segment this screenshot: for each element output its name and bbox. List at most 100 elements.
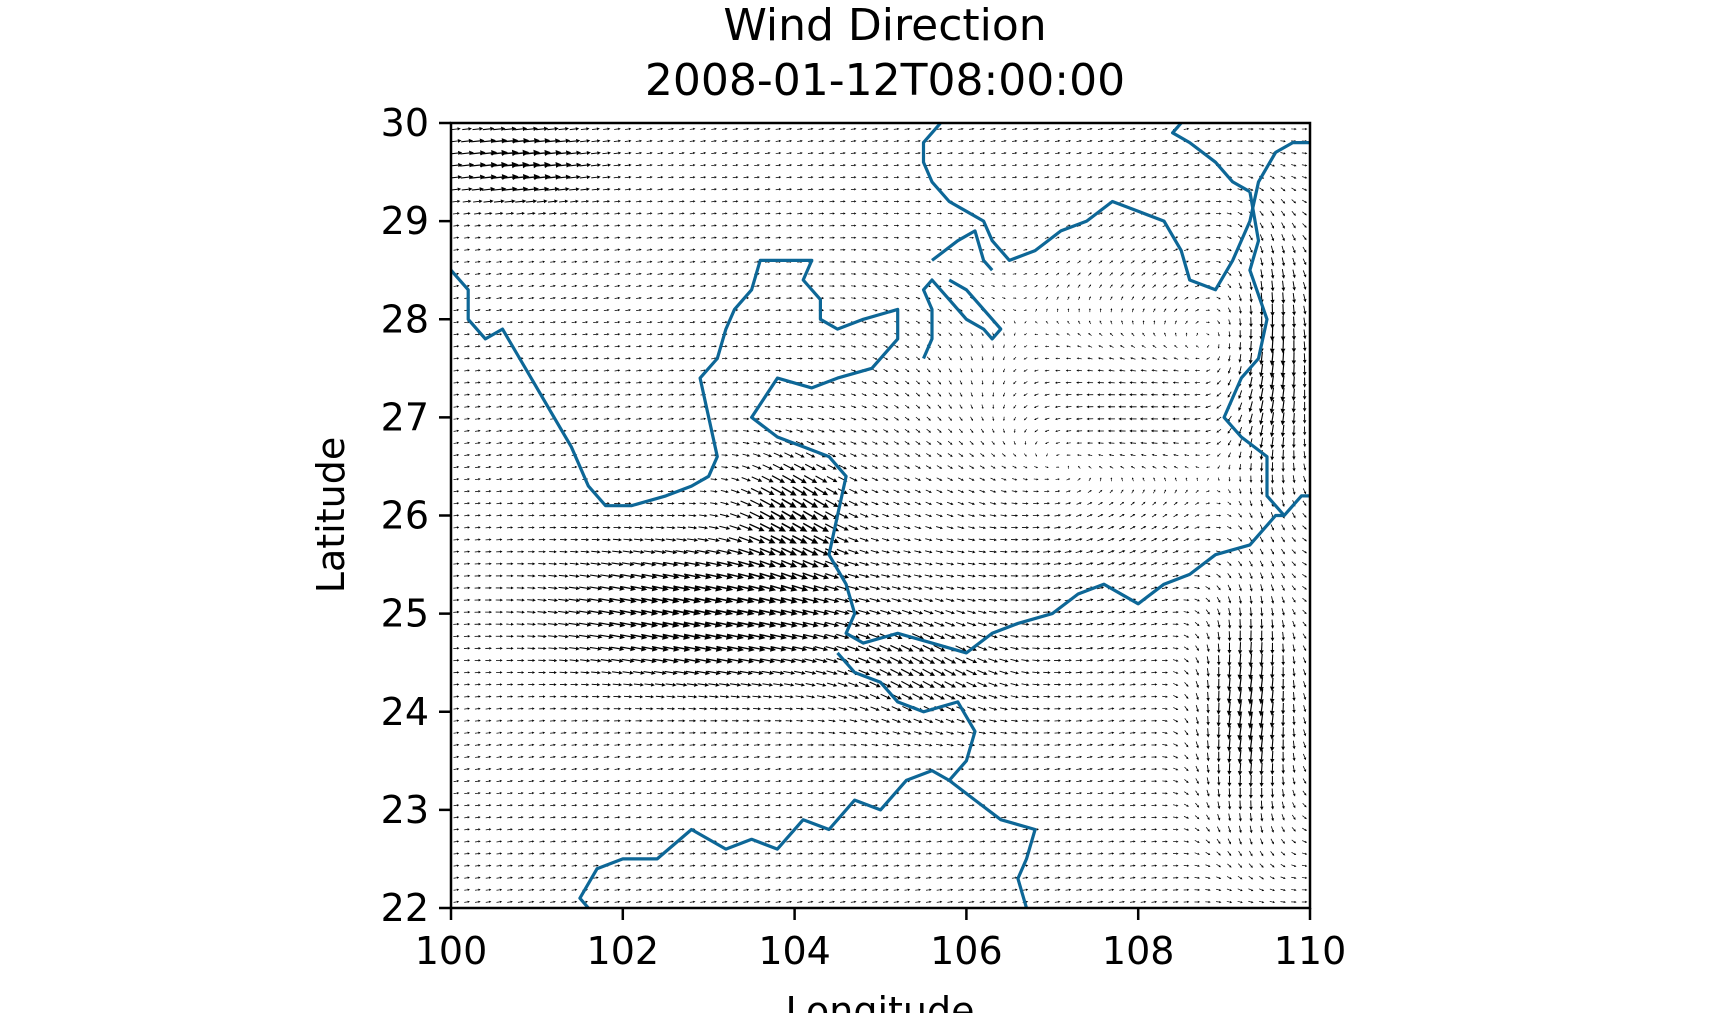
wind-arrow [1034,273,1038,276]
wind-arrow [1097,755,1104,759]
wind-arrow [1172,393,1180,397]
wind-arrow [1120,284,1124,288]
wind-arrow [806,695,816,699]
wind-arrow [582,333,589,336]
wind-arrow [1108,804,1115,807]
wind-arrow [1022,840,1029,843]
wind-arrow [759,498,776,508]
wind-arrow [1119,755,1125,759]
wind-arrow [990,852,997,855]
wind-arrow [582,755,589,759]
wind-arrow [1292,765,1296,773]
wind-arrow [453,634,460,638]
wind-arrow [646,755,653,759]
wind-arrow [1152,501,1157,506]
wind-arrow [1151,779,1158,783]
wind-arrow [1109,224,1114,227]
wind-arrow [711,816,717,819]
wind-arrow [764,308,771,312]
wind-arrow [1139,393,1148,397]
wind-arrow [1119,164,1125,167]
wind-arrow [614,405,621,408]
wind-arrow [1046,453,1048,457]
wind-arrow [936,501,943,505]
wind-arrow [485,357,492,360]
wind-arrow [743,876,750,879]
wind-arrow [1302,597,1307,602]
wind-arrow [1055,260,1060,264]
wind-arrow [1206,466,1210,469]
wind-arrow [1086,526,1094,530]
wind-arrow [1162,816,1168,819]
wind-arrow [870,719,880,723]
wind-arrow [764,176,771,179]
wind-arrow [872,369,878,372]
wind-arrow [625,864,631,867]
wind-arrow [948,320,952,324]
wind-arrow [1141,248,1146,252]
wind-arrow [1065,683,1072,686]
wind-arrow [678,731,686,735]
wind-arrow [625,441,631,445]
wind-arrow [933,680,946,688]
wind-arrow [1140,562,1147,566]
wind-arrow [1032,550,1040,554]
wind-arrow [1217,368,1221,373]
wind-arrow [732,176,739,179]
wind-arrow [770,498,786,508]
wind-arrow [625,779,631,783]
wind-arrow [1162,755,1168,759]
wind-arrow [1010,562,1019,566]
wind-arrow [861,852,868,855]
wind-arrow [517,478,524,481]
wind-arrow [676,682,688,687]
wind-arrow [775,840,782,843]
wind-arrow [1023,345,1028,348]
wind-arrow [933,668,946,676]
wind-arrow [636,852,642,855]
wind-arrow [1162,647,1169,650]
wind-arrow [871,513,879,518]
wind-arrow [603,308,610,312]
wind-arrow [1301,188,1308,191]
wind-arrow [861,248,868,251]
wind-arrow [603,707,611,711]
wind-arrow [1259,875,1264,880]
wind-arrow [1142,332,1146,337]
wind-arrow [1249,463,1253,472]
wind-arrow [1172,635,1179,638]
wind-arrow [485,236,492,239]
wind-arrow [1303,717,1307,725]
wind-arrow [969,176,975,179]
wind-arrow [1270,763,1275,775]
wind-arrow [1281,789,1285,798]
wind-arrow [990,840,997,843]
wind-arrow [689,792,696,795]
wind-arrow [1303,426,1307,436]
wind-arrow [1033,381,1039,384]
wind-arrow [550,284,556,288]
wind-arrow [589,634,603,639]
wind-arrow [1000,550,1008,554]
wind-arrow [861,840,868,843]
wind-arrow [1098,489,1103,494]
wind-arrow [1185,489,1188,494]
wind-arrow [1173,828,1179,831]
wind-arrow [1032,586,1041,590]
wind-arrow [474,719,481,722]
wind-arrow [474,550,481,553]
wind-arrow [1097,767,1104,771]
wind-arrow [506,586,514,590]
wind-arrow [905,332,910,336]
wind-arrow [1163,345,1167,348]
wind-arrow [738,548,755,556]
wind-arrow [711,417,717,421]
wind-arrow [839,731,847,735]
wind-arrow [1065,876,1072,879]
wind-arrow [1087,176,1093,179]
wind-arrow [1183,634,1190,638]
wind-arrow [850,743,857,747]
wind-arrow [869,681,881,688]
wind-arrow [1087,876,1093,879]
